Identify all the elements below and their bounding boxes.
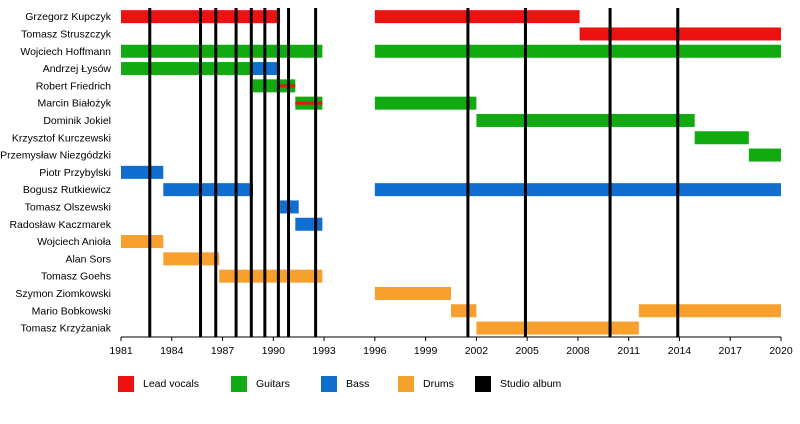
x-tick-label: 1987 xyxy=(211,345,235,357)
legend-swatch xyxy=(118,376,134,392)
bar-bass xyxy=(374,183,781,197)
member-label: Piotr Przybylski xyxy=(39,167,111,179)
member-label: Wojciech Anioła xyxy=(37,236,111,248)
member-label: Tomasz Olszewski xyxy=(25,201,111,213)
member-label: Wojciech Hoffmann xyxy=(20,46,111,58)
bar-vocals xyxy=(295,101,323,105)
x-tick-label: 1999 xyxy=(414,345,438,357)
member-label: Szymon Ziomkowski xyxy=(15,288,111,300)
legend-label: Lead vocals xyxy=(143,378,200,390)
bar-guitars xyxy=(374,96,477,110)
legend-item-guitars: Guitars xyxy=(231,374,290,394)
legend-item-album: Studio album xyxy=(475,374,561,394)
legend-label: Bass xyxy=(346,378,370,390)
x-tick-label: 2017 xyxy=(719,345,743,357)
x-tick-label: 2008 xyxy=(566,345,590,357)
member-label: Andrzej Łysów xyxy=(43,63,112,75)
x-tick-label: 1996 xyxy=(363,345,387,357)
legend-item-vocals: Lead vocals xyxy=(118,374,199,394)
member-label: Tomasz Struszczyk xyxy=(21,28,112,40)
bar-guitars xyxy=(121,44,323,58)
bar-bass xyxy=(121,165,164,179)
legend-item-drums: Drums xyxy=(398,374,454,394)
bar-guitars xyxy=(374,44,781,58)
band-timeline-chart: Grzegorz Kupczyk Tomasz Struszczyk Wojciec… xyxy=(0,8,793,357)
member-label: Mario Bobkowski xyxy=(32,305,111,317)
legend-swatch xyxy=(475,376,491,392)
legend-swatch xyxy=(321,376,337,392)
x-tick-label: 1993 xyxy=(312,345,336,357)
bar-drums xyxy=(121,235,164,249)
x-tick-label: 2002 xyxy=(465,345,489,357)
legend-swatch xyxy=(231,376,247,392)
bar-drums xyxy=(476,321,639,335)
legend-label: Studio album xyxy=(500,378,562,390)
bar-drums xyxy=(219,269,323,283)
member-label: Bogusz Rutkiewicz xyxy=(23,184,111,196)
bar-guitars xyxy=(694,131,749,145)
bar-drums xyxy=(451,304,477,318)
x-tick-label: 1984 xyxy=(160,345,184,357)
bar-bass xyxy=(163,183,253,197)
x-tick-label: 2005 xyxy=(515,345,539,357)
x-tick-label: 2014 xyxy=(668,345,692,357)
member-label: Robert Friedrich xyxy=(36,80,111,92)
member-label: Grzegorz Kupczyk xyxy=(25,11,112,23)
x-tick-label: 1981 xyxy=(109,345,133,357)
legend-label: Guitars xyxy=(256,378,290,390)
bar-bass xyxy=(295,217,323,231)
bar-guitars xyxy=(476,113,695,127)
x-axis-ticks: 1981 1984 1987 1990 1993 1996 1999 2002 2005 2008… xyxy=(109,337,793,357)
bar-vocals xyxy=(579,27,781,41)
member-label: Marcin Białożyk xyxy=(37,98,111,110)
member-label: Krzysztof Kurczewski xyxy=(12,132,111,144)
member-label: Przemysław Niezgódzki xyxy=(0,150,111,162)
bar-guitars xyxy=(121,62,253,76)
bar-bass xyxy=(253,62,281,76)
member-label: Radosław Kaczmarek xyxy=(9,219,111,231)
bar-guitars xyxy=(748,148,781,162)
album-lines xyxy=(148,8,680,337)
bar-drums xyxy=(638,304,781,318)
legend-swatch xyxy=(398,376,414,392)
legend-item-bass: Bass xyxy=(321,374,369,394)
x-tick-label: 2011 xyxy=(617,345,640,357)
member-labels: Grzegorz Kupczyk Tomasz Struszczyk Wojciec… xyxy=(0,11,112,334)
member-label: Alan Sors xyxy=(65,253,111,265)
legend-label: Drums xyxy=(423,378,454,390)
legend: Lead vocals Guitars Bass Drums Studio album xyxy=(0,374,800,394)
member-label: Tomasz Goehs xyxy=(41,271,111,283)
x-tick-label: 2020 xyxy=(769,345,793,357)
x-tick-label: 1990 xyxy=(262,345,286,357)
member-label: Dominik Jokiel xyxy=(43,115,111,127)
bar-drums xyxy=(374,286,451,300)
membership-bars xyxy=(121,10,781,335)
bar-drums xyxy=(163,252,220,266)
bar-vocals xyxy=(374,10,580,24)
member-label: Tomasz Krzyżaniak xyxy=(21,323,112,335)
